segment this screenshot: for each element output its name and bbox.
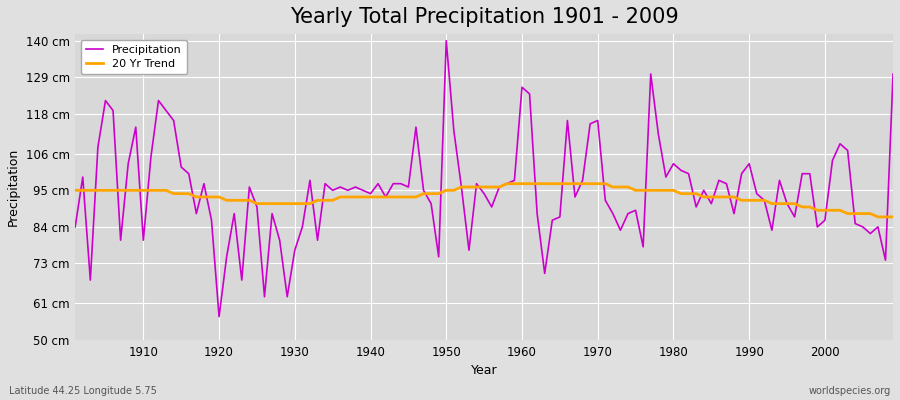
Precipitation bbox=[350, 184, 361, 189]
Legend: Precipitation, 20 Yr Trend: Precipitation, 20 Yr Trend bbox=[81, 40, 187, 74]
20 Yr Trend bbox=[70, 188, 81, 193]
Precipitation bbox=[532, 211, 543, 216]
Text: worldspecies.org: worldspecies.org bbox=[809, 386, 891, 396]
20 Yr Trend bbox=[872, 214, 883, 219]
Precipitation bbox=[213, 314, 224, 319]
Precipitation bbox=[524, 92, 535, 96]
Precipitation bbox=[441, 38, 452, 43]
20 Yr Trend bbox=[887, 214, 898, 219]
20 Yr Trend bbox=[501, 181, 512, 186]
Text: Latitude 44.25 Longitude 5.75: Latitude 44.25 Longitude 5.75 bbox=[9, 386, 157, 396]
Precipitation bbox=[887, 72, 898, 76]
20 Yr Trend bbox=[524, 181, 535, 186]
Precipitation bbox=[304, 178, 315, 183]
20 Yr Trend bbox=[517, 181, 527, 186]
Line: Precipitation: Precipitation bbox=[76, 41, 893, 317]
Precipitation bbox=[70, 224, 81, 229]
20 Yr Trend bbox=[297, 201, 308, 206]
20 Yr Trend bbox=[342, 194, 353, 199]
Y-axis label: Precipitation: Precipitation bbox=[7, 148, 20, 226]
Precipitation bbox=[130, 125, 141, 130]
Line: 20 Yr Trend: 20 Yr Trend bbox=[76, 184, 893, 217]
20 Yr Trend bbox=[615, 184, 626, 189]
20 Yr Trend bbox=[130, 188, 141, 193]
Title: Yearly Total Precipitation 1901 - 2009: Yearly Total Precipitation 1901 - 2009 bbox=[290, 7, 679, 27]
X-axis label: Year: Year bbox=[471, 364, 498, 377]
Precipitation bbox=[623, 211, 634, 216]
